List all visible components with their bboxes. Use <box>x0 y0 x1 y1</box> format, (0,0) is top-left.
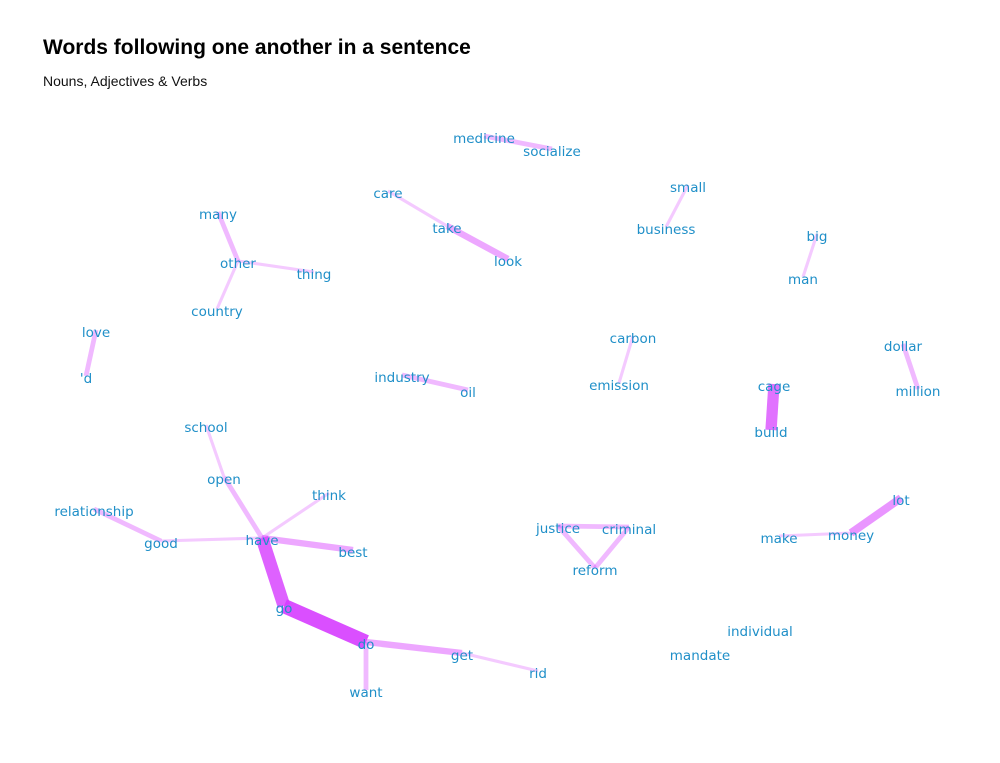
edge-criminal-reform <box>593 525 631 570</box>
edge-big-man <box>801 233 819 278</box>
node-label-small: small <box>670 180 706 196</box>
edge-other-country <box>215 260 240 310</box>
edge-many-other <box>215 211 241 262</box>
node-label-cage: cage <box>758 379 791 395</box>
edge-justice-reform <box>556 524 597 570</box>
node-label-dollar: dollar <box>884 339 923 355</box>
node-label-open: open <box>207 472 241 488</box>
node-label-good: good <box>144 536 178 552</box>
node-label-care: care <box>373 186 402 202</box>
node-label-make: make <box>760 531 797 547</box>
node-label-best: best <box>338 545 367 561</box>
node-label-take: take <box>432 221 461 237</box>
node-label-other: other <box>220 256 256 272</box>
labels-layer: medicine socialize care take look small busine… <box>54 131 940 701</box>
edge-relationship-good <box>92 506 163 544</box>
edge-cage-build <box>765 383 780 431</box>
node-label-industry: industry <box>374 370 429 386</box>
edge-take-look <box>445 223 510 262</box>
edge-care-take <box>387 189 448 228</box>
node-label-man: man <box>788 272 818 288</box>
edge-medicine-socialize <box>483 133 553 152</box>
node-label-million: million <box>896 384 941 400</box>
edge-think-have <box>261 491 330 540</box>
chart-subtitle: Nouns, Adjectives & Verbs <box>43 73 208 89</box>
chart-title: Words following one another in a sentenc… <box>43 36 471 59</box>
node-label-think: think <box>312 488 346 504</box>
edge-dollar-million <box>900 343 921 390</box>
node-label-mandate: mandate <box>670 648 730 664</box>
node-label-reform: reform <box>572 563 617 579</box>
node-label-rid: rid <box>529 666 547 682</box>
node-label-individual: individual <box>727 624 793 640</box>
node-label-love: love <box>82 325 110 341</box>
edges-layer <box>83 133 921 690</box>
edge-make-money <box>778 531 852 538</box>
node-label-have: have <box>245 533 278 549</box>
edge-have-best <box>261 534 354 554</box>
node-label-do: do <box>358 637 375 653</box>
node-label-want: want <box>349 685 382 701</box>
edge-justice-criminal <box>557 523 630 530</box>
node-label-go: go <box>276 601 293 617</box>
edge-open-have <box>221 475 265 540</box>
edge-love-d <box>83 329 99 377</box>
edge-carbon-emission <box>617 335 635 384</box>
node-label-many: many <box>199 207 237 223</box>
edge-school-open <box>204 424 226 478</box>
node-label-lot: lot <box>892 493 909 509</box>
node-label-thing: thing <box>297 267 332 283</box>
edge-go-do <box>281 599 369 649</box>
edge-have-go <box>255 536 291 608</box>
node-label-d: 'd <box>80 371 92 387</box>
edge-get-rid <box>461 651 539 673</box>
node-label-emission: emission <box>589 378 649 394</box>
node-label-country: country <box>191 304 243 320</box>
node-label-big: big <box>807 229 828 245</box>
node-label-carbon: carbon <box>610 331 657 347</box>
node-label-build: build <box>754 425 787 441</box>
node-label-business: business <box>637 222 696 238</box>
node-label-justice: justice <box>535 521 580 537</box>
node-label-school: school <box>184 420 227 436</box>
node-label-medicine: medicine <box>453 131 515 147</box>
edge-lot-money <box>848 494 904 537</box>
node-label-socialize: socialize <box>523 144 581 160</box>
node-label-look: look <box>494 254 522 270</box>
node-label-money: money <box>828 528 874 544</box>
edge-other-thing <box>237 259 315 274</box>
node-label-criminal: criminal <box>602 522 656 538</box>
node-label-relationship: relationship <box>54 504 133 520</box>
edge-do-get <box>365 638 463 657</box>
edge-small-business <box>664 184 690 228</box>
edge-industry-oil <box>401 372 469 393</box>
node-label-get: get <box>451 648 473 664</box>
node-label-oil: oil <box>460 385 476 401</box>
edge-good-have <box>160 536 263 543</box>
